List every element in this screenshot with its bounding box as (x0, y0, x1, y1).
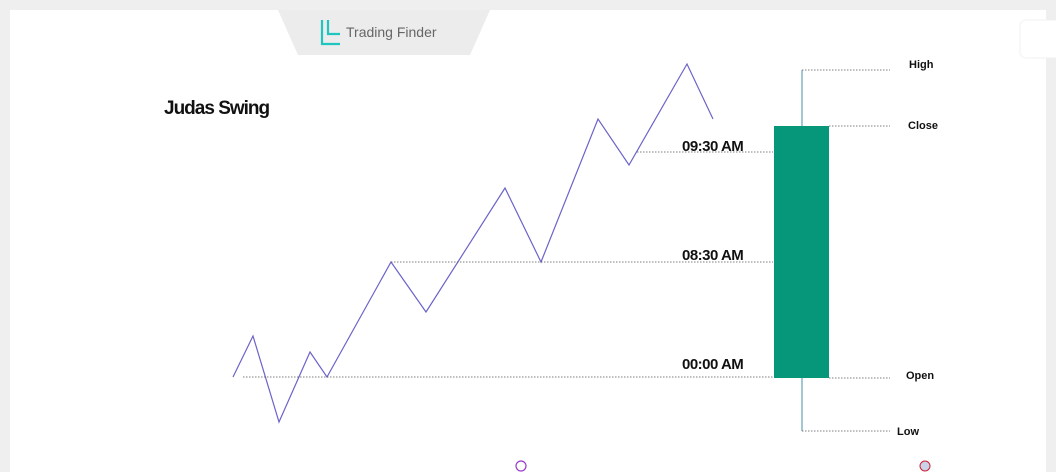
footer-icon (515, 460, 527, 472)
candle-label: Open (906, 370, 934, 382)
footer-icon (919, 460, 931, 472)
corner-box (1019, 19, 1056, 59)
time-label: 00:00 AM (682, 356, 743, 373)
time-label: 08:30 AM (682, 247, 743, 264)
brand-logo (320, 20, 340, 46)
panel (10, 10, 1046, 472)
time-label: 09:30 AM (682, 138, 743, 155)
candle-label: Low (897, 426, 919, 438)
candle-label: High (909, 59, 934, 71)
candle-body (774, 126, 829, 378)
brand-name: Trading Finder (346, 24, 437, 40)
candle-label: Close (908, 120, 938, 132)
price-path (232, 62, 714, 424)
title: Judas Swing (164, 98, 270, 119)
